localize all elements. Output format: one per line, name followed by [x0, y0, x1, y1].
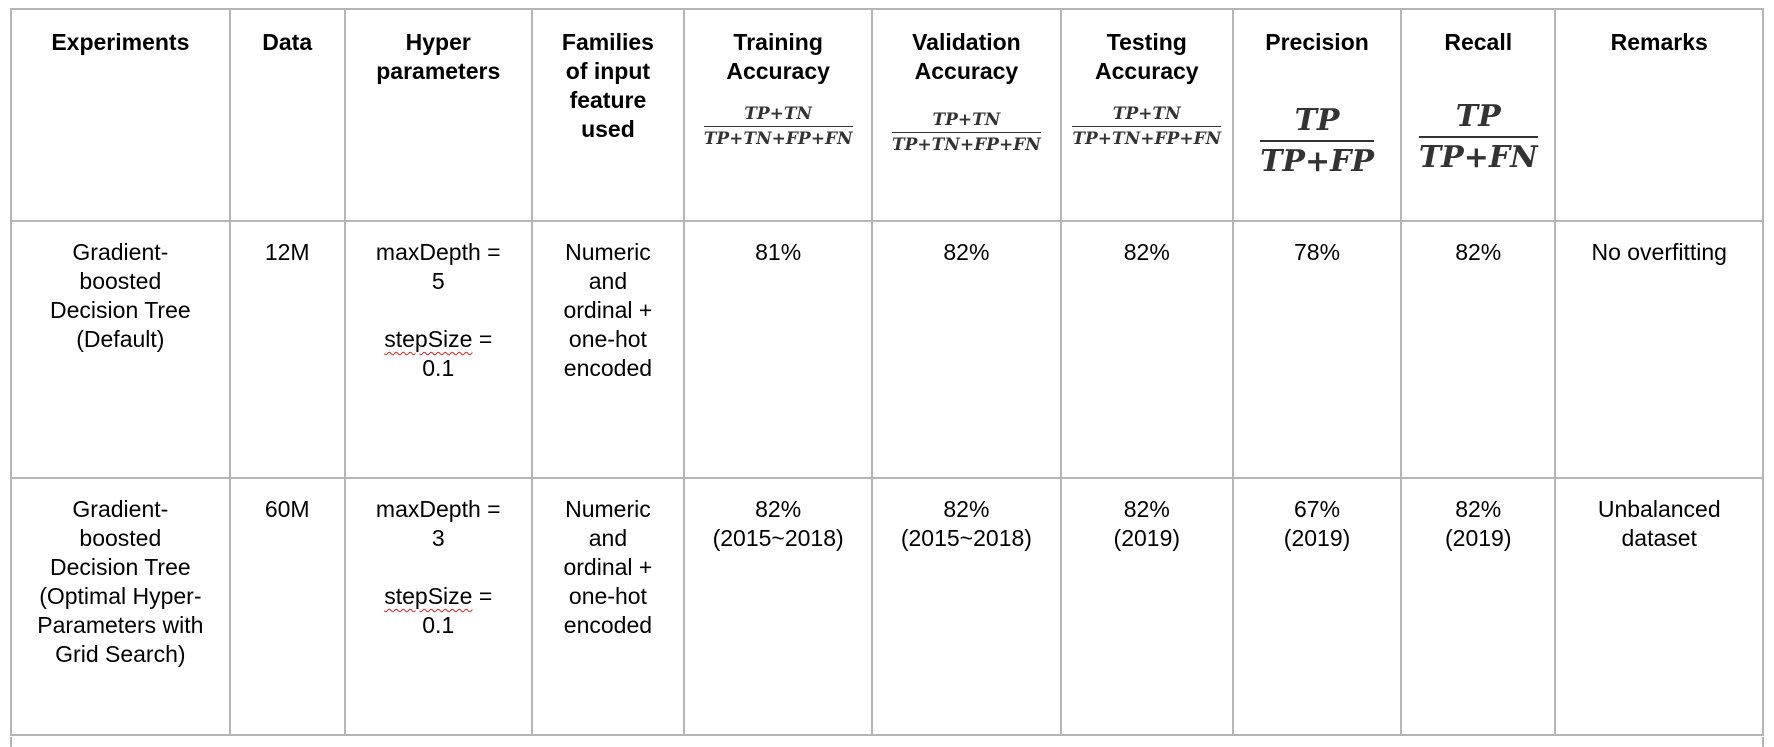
cell-testing-accuracy: 82% (2019): [1059, 477, 1235, 736]
accuracy-formula: TP+TN TP+TN+FP+FN: [1072, 104, 1222, 149]
header-hyper-parameters: Hyper parameters: [343, 8, 533, 222]
table-row: Gradient- boosted Decision Tree (Optimal…: [10, 477, 1764, 736]
table-continuation: [10, 737, 1764, 747]
cell-validation-accuracy: 82% (2015~2018): [871, 477, 1062, 736]
recall-formula: TP TP+FN: [1418, 99, 1538, 175]
header-validation-accuracy: Validation Accuracy TP+TN TP+TN+FP+FN: [871, 8, 1062, 222]
cell-precision: 78%: [1232, 220, 1403, 479]
precision-formula: TP TP+FP: [1260, 103, 1374, 179]
cell-recall: 82%: [1400, 220, 1557, 479]
cell-experiment: Gradient- boosted Decision Tree (Default…: [10, 220, 231, 479]
cell-hyper-parameters: maxDepth = 5 stepSize = 0.1: [343, 220, 533, 479]
header-remarks: Remarks: [1554, 8, 1764, 222]
cell-families: Numeric and ordinal + one-hot encoded: [530, 477, 686, 736]
header-training-accuracy: Training Accuracy TP+TN TP+TN+FP+FN: [683, 8, 874, 222]
cell-remarks: Unbalanced dataset: [1554, 477, 1764, 736]
cell-training-accuracy: 81%: [683, 220, 874, 479]
header-experiments: Experiments: [10, 8, 231, 222]
accuracy-formula: TP+TN TP+TN+FP+FN: [703, 104, 853, 149]
cell-remarks: No overfitting: [1554, 220, 1764, 479]
cell-testing-accuracy: 82%: [1059, 220, 1235, 479]
accuracy-formula: TP+TN TP+TN+FP+FN: [892, 110, 1041, 155]
cell-precision: 67% (2019): [1232, 477, 1403, 736]
cell-experiment: Gradient- boosted Decision Tree (Optimal…: [10, 477, 231, 736]
cell-training-accuracy: 82% (2015~2018): [683, 477, 874, 736]
cell-recall: 82% (2019): [1400, 477, 1557, 736]
cell-validation-accuracy: 82%: [871, 220, 1062, 479]
header-testing-accuracy: Testing Accuracy TP+TN TP+TN+FP+FN: [1059, 8, 1235, 222]
spellcheck-word: stepSize: [384, 583, 473, 609]
cell-families: Numeric and ordinal + one-hot encoded: [530, 220, 686, 479]
cell-data: 60M: [228, 477, 346, 736]
table-row: Gradient- boosted Decision Tree (Default…: [10, 220, 1764, 479]
header-recall: Recall TP TP+FN: [1400, 8, 1557, 222]
results-table: Experiments Data Hyper parameters Famili…: [10, 8, 1764, 736]
cell-hyper-parameters: maxDepth = 3 stepSize = 0.1: [343, 477, 533, 736]
header-data: Data: [228, 8, 346, 222]
header-precision: Precision TP TP+FP: [1232, 8, 1403, 222]
cell-data: 12M: [228, 220, 346, 479]
header-row: Experiments Data Hyper parameters Famili…: [10, 8, 1764, 222]
header-families: Families of input feature used: [530, 8, 686, 222]
spellcheck-word: stepSize: [384, 326, 473, 352]
